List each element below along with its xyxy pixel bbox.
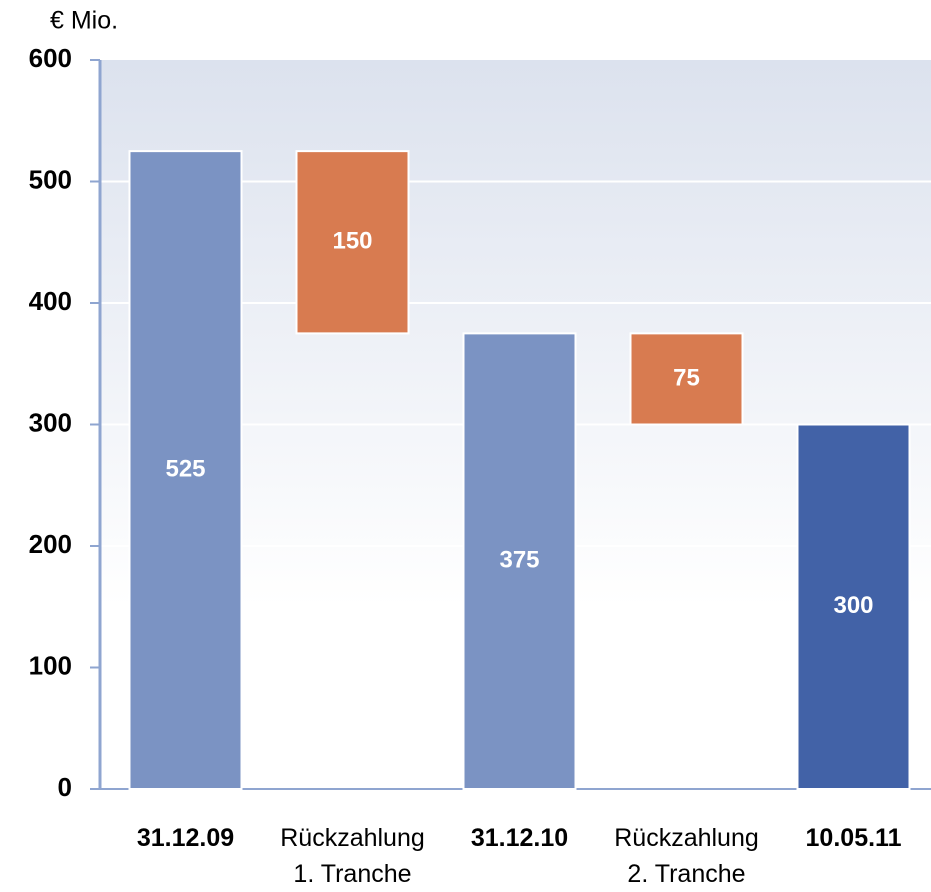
y-tick-label: 300 (29, 407, 72, 437)
y-tick-label: 200 (29, 529, 72, 559)
bar (295, 150, 410, 335)
value-label: 525 (165, 455, 205, 482)
bar (462, 332, 577, 790)
value-label: 75 (673, 364, 700, 391)
value-label: 300 (833, 592, 873, 619)
value-label: 375 (499, 547, 539, 574)
bar (796, 423, 911, 790)
bar (128, 150, 243, 790)
y-tick-label: 600 (29, 43, 72, 73)
x-tick-label: 10.05.11 (805, 824, 902, 852)
y-tick-label: 400 (29, 286, 72, 316)
y-tick-label: 0 (58, 772, 72, 802)
bar (629, 332, 744, 426)
x-tick-label: Rückzahlung 2. Tranche (614, 824, 759, 888)
x-tick-label: 31.12.09 (136, 824, 235, 852)
x-tick-label: 31.12.10 (470, 824, 569, 852)
y-tick-label: 100 (29, 650, 72, 680)
x-tick-label: Rückzahlung 1. Tranche (280, 824, 425, 888)
y-axis-label: € Mio. (50, 7, 118, 35)
value-label: 150 (332, 228, 372, 255)
y-tick-label: 500 (29, 164, 72, 194)
